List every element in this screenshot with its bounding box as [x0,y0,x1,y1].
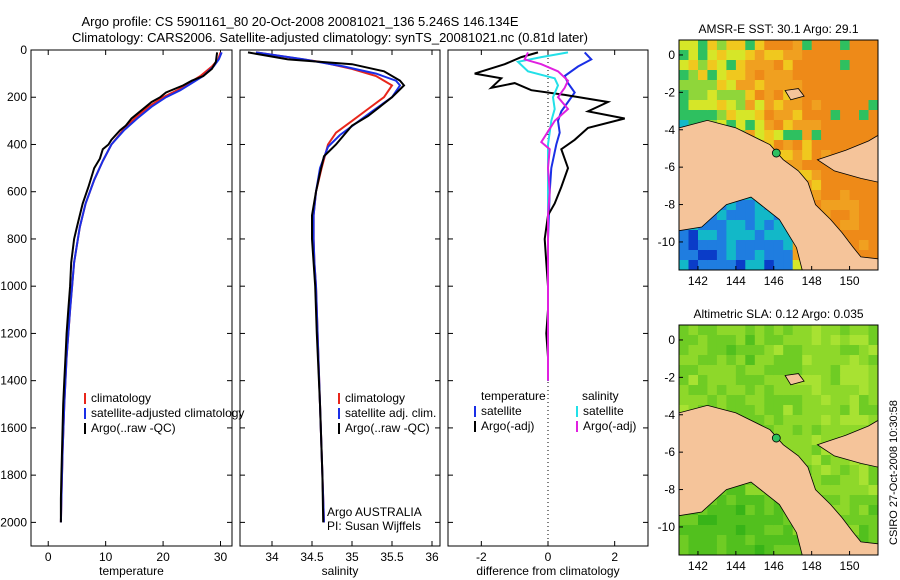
sst-map-xtick-label: 148 [802,274,822,288]
sla-map-xtick-label: 150 [840,559,860,573]
temperature-xlabel: temperature [99,564,164,578]
temperature-ytick-label: 1000 [0,279,27,293]
sla-map: 142 144 146 148 150 0 -2 -4 -6 -8 -10 Altimetric SL… [658,307,879,573]
temperature-series-argo [59,52,219,523]
sla-map-xtick-label: 144 [726,559,746,573]
sla-map-field [679,325,878,555]
temperature-xtick-label: 30 [214,550,228,564]
temperature-ytick-label: 800 [7,232,27,246]
difference-legend-header: temperature [481,389,546,403]
temperature-ytick-label: 1400 [0,374,27,388]
difference-series-sal-argo [523,51,570,381]
difference-legend-entry: satellite [583,404,624,418]
temperature-legend-entry: satellite-adjusted climatology [91,406,244,420]
sst-map-field [679,40,878,270]
sst-map-ytick-label: -10 [658,235,676,249]
sst-map: 142 144 146 148 150 0 -2 -4 -6 -8 -10 AMSR-E SST: 3… [658,22,879,288]
salinity-series-climatology [255,51,394,523]
sla-map-title: Altimetric SLA: 0.12 Argo: 0.035 [693,307,863,321]
salinity-legend-entry: satellite adj. clim. [345,406,436,420]
sst-map-ytick-label: -2 [664,85,675,99]
salinity-xtick-label: 35.5 [380,550,404,564]
difference-legend-header: salinity [582,389,619,403]
salinity-xlabel: salinity [322,564,359,578]
salinity-legend-entry: Argo(..raw -QC) [345,421,430,435]
difference-xtick-label: 0 [545,550,552,564]
sla-map-axes-box [678,324,879,556]
sst-map-xtick-label: 146 [764,274,784,288]
figure-title-line2: Climatology: CARS2006. Satellite-adjuste… [72,30,588,45]
sst-map-land [816,134,878,183]
sla-map-ytick-label: -2 [664,370,675,384]
salinity-plot: 34 34.5 35 35.5 36 salinity climatologysatelli… [239,49,441,578]
sst-map-ytick-label: 0 [668,48,675,62]
temperature-ytick-label: 200 [7,90,27,104]
salinity-series-satellite [255,51,402,523]
sla-map-argo-marker [771,433,781,443]
sla-map-ytick-label: -6 [664,445,675,459]
temperature-ytick-label: 400 [7,137,27,151]
sla-map-ytick-label: 0 [668,333,675,347]
temperature-ytick-label: 0 [20,43,27,57]
sla-map-xtick-label: 146 [764,559,784,573]
salinity-xtick-label: 34.5 [300,550,324,564]
difference-xtick-label: 2 [611,550,618,564]
temperature-legend-entry: Argo(..raw -QC) [91,421,176,435]
salinity-note: Argo AUSTRALIA [327,505,422,519]
sst-map-ytick-label: -6 [664,160,675,174]
difference-legend-entry: Argo(-adj) [583,419,636,433]
temperature-xtick-label: 0 [45,550,52,564]
salinity-legend-entry: climatology [345,391,405,405]
sst-map-ytick-label: -8 [664,198,675,212]
sst-map-argo-marker [771,148,781,158]
salinity-series-argo [247,51,406,523]
salinity-xtick-label: 35 [345,550,359,564]
salinity-axes-box [239,49,441,547]
temperature-series-climatology [59,52,222,523]
salinity-note: PI: Susan Wijffels [327,519,421,533]
sla-map-ytick-label: -4 [664,408,675,422]
temperature-axes-box [30,49,233,547]
sla-map-land [816,419,878,468]
sst-map-xtick-label: 144 [726,274,746,288]
sst-map-xtick-label: 150 [840,274,860,288]
sst-map-xtick-label: 142 [688,274,708,288]
sla-map-land [784,373,805,386]
difference-legend-entry: satellite [481,404,522,418]
sla-map-ytick-label: -8 [664,483,675,497]
sst-map-land [784,88,805,101]
temperature-ytick-label: 600 [7,185,27,199]
temperature-ytick-label: 1200 [0,326,27,340]
figure-title-line1: Argo profile: CS 5901161_80 20-Oct-2008 … [81,14,518,29]
sla-map-ytick-label: -10 [658,520,676,534]
temperature-xtick-label: 20 [156,550,170,564]
sst-map-ytick-label: -4 [664,123,675,137]
temperature-ytick-label: 1600 [0,421,27,435]
salinity-xtick-label: 36 [425,550,439,564]
sst-map-axes-box [678,39,879,271]
salinity-xtick-label: 34 [265,550,279,564]
sla-map-xtick-label: 142 [688,559,708,573]
temperature-plot: 0 10 20 30 0 200 400 600 800 1000 1200 1400 1600 1800… [0,43,244,578]
temperature-legend-entry: climatology [91,391,151,405]
difference-xlabel: difference from climatology [476,564,619,578]
temperature-ytick-label: 1800 [0,468,27,482]
temperature-xtick-label: 10 [99,550,113,564]
temperature-series-satellite [59,52,223,523]
timestamp-label: CSIRO 27-Oct-2008 10:30:58 [888,400,900,545]
difference-xtick-label: -2 [476,550,487,564]
difference-legend-entry: Argo(-adj) [481,419,534,433]
temperature-ytick-label: 2000 [0,515,27,529]
sst-map-title: AMSR-E SST: 30.1 Argo: 29.1 [698,22,858,36]
sla-map-xtick-label: 148 [802,559,822,573]
difference-series-sal-satellite [515,51,569,381]
